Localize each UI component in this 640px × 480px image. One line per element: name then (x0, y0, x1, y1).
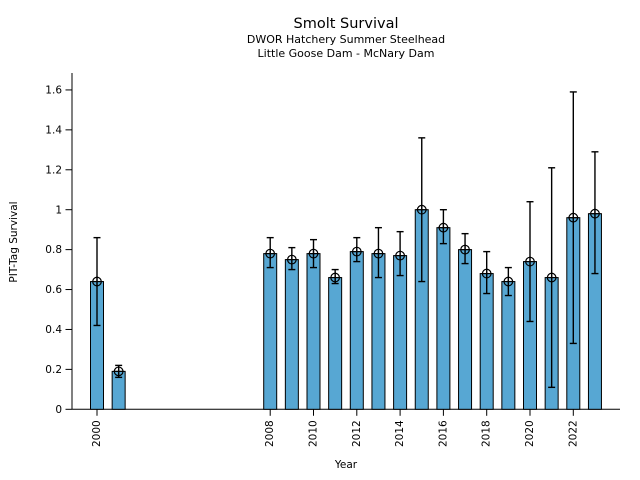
y-tick-label: 0.4 (45, 324, 62, 336)
bar-2011 (328, 277, 343, 410)
x-tick-label: 2022 (567, 420, 579, 447)
y-axis-ticks: 0 0.2 0.4 0.6 0.8 1 1.2 1.4 1.6 (45, 85, 72, 416)
y-axis-label: PIT-Tag Survival (8, 201, 20, 282)
data-point-marker-2014 (395, 250, 406, 261)
x-tick-label: 2010 (308, 420, 320, 447)
chart-subtitle-hatchery: DWOR Hatchery Summer Steelhead (247, 33, 445, 46)
data-point-marker-2010 (308, 248, 319, 259)
data-point-marker-2001 (113, 366, 124, 377)
x-tick-label: 2008 (264, 420, 276, 447)
x-tick-label: 2020 (524, 420, 536, 447)
x-axis-label: Year (334, 459, 358, 471)
y-tick-label: 1.4 (45, 124, 62, 136)
y-tick-label: 1.6 (45, 85, 62, 97)
data-point-marker-2016 (438, 222, 449, 233)
data-point-marker-2018 (481, 268, 492, 279)
y-tick-label: 0 (55, 404, 62, 416)
chart-subtitle-reach: Little Goose Dam - McNary Dam (258, 47, 435, 60)
data-point-marker-2000 (92, 276, 102, 287)
y-tick-label: 0.6 (45, 284, 62, 296)
data-point-marker-2020 (525, 256, 535, 267)
data-point-marker-2017 (460, 244, 470, 255)
bar-2014 (393, 255, 408, 410)
data-point-marker-2021 (546, 272, 557, 283)
markers-group (91, 204, 601, 377)
data-point-marker-2008 (265, 248, 276, 259)
error-bars-group (93, 91, 599, 389)
data-point-marker-2023 (590, 208, 600, 219)
y-tick-label: 0.8 (45, 244, 62, 256)
axes-spines (71, 73, 620, 410)
data-point-marker-2022 (568, 212, 579, 223)
chart-title: Smolt Survival (294, 16, 399, 32)
x-tick-label: 2000 (91, 420, 103, 447)
x-tick-label: 2012 (351, 420, 363, 447)
x-tick-label: 2018 (481, 420, 493, 447)
y-tick-label: 0.2 (45, 364, 62, 376)
x-axis-ticks: 2000 2008 2010 2012 2014 2016 2018 2020 2022 (91, 409, 579, 447)
x-tick-label: 2016 (437, 420, 449, 447)
y-tick-label: 1.2 (45, 164, 62, 176)
data-point-marker-2009 (286, 254, 297, 265)
data-point-marker-2012 (351, 246, 362, 257)
bars-group (90, 209, 602, 410)
data-point-marker-2013 (373, 248, 384, 259)
data-point-marker-2011 (330, 272, 341, 283)
data-point-marker-2019 (503, 276, 514, 287)
x-tick-label: 2014 (394, 420, 406, 447)
bar-2008 (263, 253, 278, 410)
data-point-marker-2015 (416, 204, 427, 215)
y-tick-label: 1 (55, 204, 62, 216)
bar-2012 (349, 251, 364, 410)
bar-2019 (501, 281, 516, 410)
bar-2010 (306, 253, 321, 410)
bar-2009 (284, 259, 299, 410)
bar-2016 (436, 227, 451, 410)
bar-2017 (458, 249, 473, 410)
